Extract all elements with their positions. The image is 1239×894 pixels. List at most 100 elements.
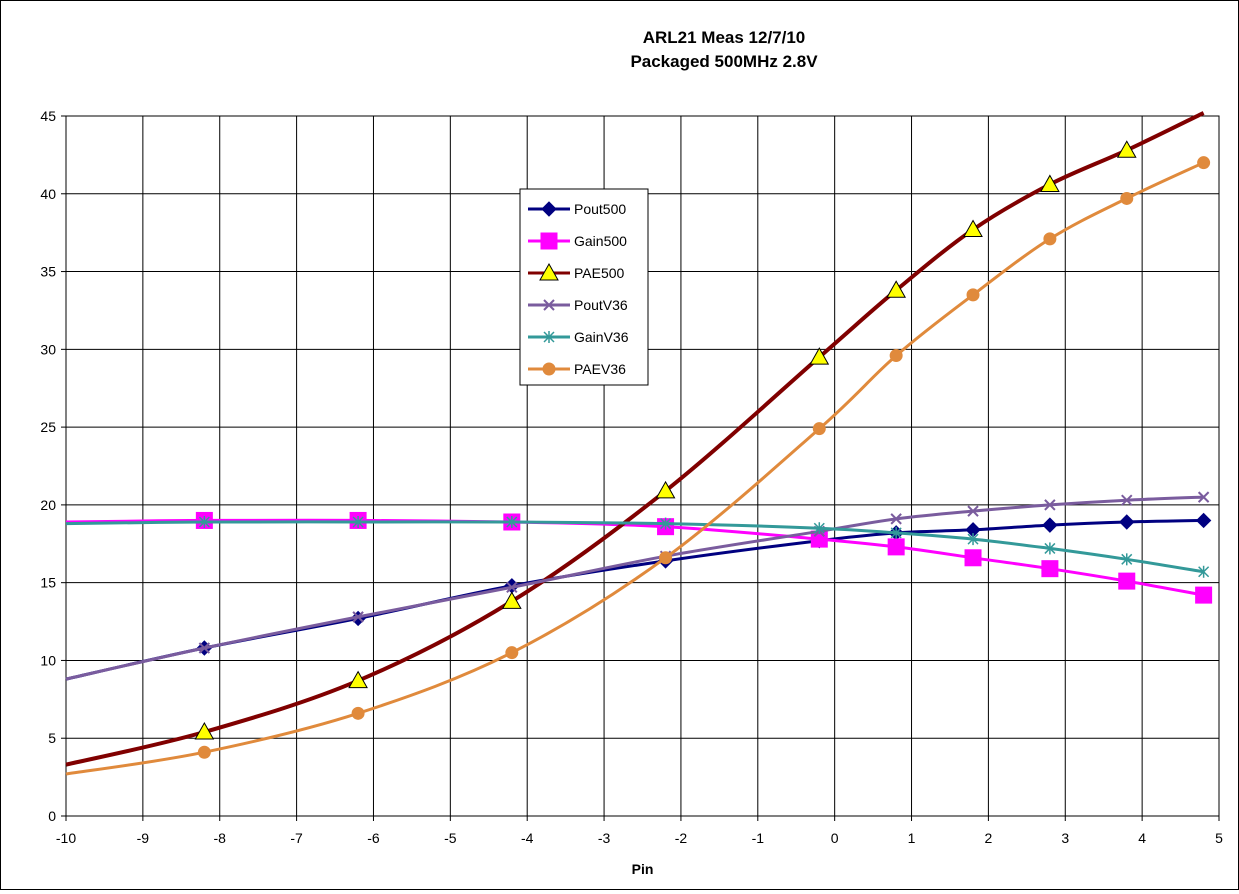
data-point — [660, 517, 672, 530]
data-point — [890, 513, 902, 525]
y-axis-ticks: 0 5 10 15 20 25 30 35 40 45 — [40, 108, 66, 824]
marker-stroke — [1044, 499, 1056, 511]
data-point — [501, 591, 522, 609]
marker-stroke — [1197, 491, 1210, 503]
x-tick-label: -8 — [214, 830, 227, 846]
marker-stroke — [890, 513, 902, 525]
data-point — [963, 219, 983, 238]
legend-label: Gain500 — [574, 233, 627, 249]
x-axis-ticks: -10 -9 -8 -7 -6 -5 -4 -3 -2 -1 0 1 2 3 4 5 — [56, 816, 1223, 846]
x-tick-label: 3 — [1061, 830, 1069, 846]
x-tick-label: 1 — [908, 830, 916, 846]
chart-title: ARL21 Meas 12/7/10 Packaged 500MHz 2.8V — [630, 28, 818, 71]
data-point — [655, 480, 676, 499]
legend-label: PAEV36 — [574, 361, 626, 377]
data-point — [813, 522, 825, 535]
legend-label: PoutV36 — [574, 297, 628, 313]
data-point — [352, 516, 364, 528]
data-point — [505, 646, 519, 660]
legend-swatch-marker — [542, 362, 556, 376]
marker-stroke — [543, 299, 555, 311]
data-point — [194, 721, 215, 740]
legend-swatch-marker — [540, 232, 558, 250]
data-point — [198, 516, 210, 528]
x-tick-label: -5 — [444, 830, 457, 846]
data-point — [1119, 514, 1135, 530]
marker-stroke — [1121, 494, 1133, 506]
data-point — [1121, 553, 1133, 566]
y-tick-label: 0 — [48, 808, 56, 824]
data-point — [1044, 542, 1056, 555]
data-point — [967, 505, 979, 517]
data-point — [1116, 140, 1137, 158]
data-point — [506, 581, 518, 594]
legend-label: GainV36 — [574, 329, 629, 345]
x-tick-label: -9 — [137, 830, 150, 846]
data-point — [890, 526, 902, 539]
x-tick-label: 2 — [985, 830, 993, 846]
data-point — [1040, 174, 1060, 192]
legend-label: Pout500 — [574, 201, 626, 217]
x-axis-title: Pin — [632, 861, 654, 877]
data-point — [351, 706, 365, 720]
data-point — [967, 533, 979, 546]
y-tick-label: 20 — [40, 497, 56, 513]
legend: Pout500 Gain500 PAE500 PoutV36 GainV36 PAEV36 — [519, 188, 649, 386]
x-tick-label: 4 — [1138, 830, 1146, 846]
data-point — [1198, 565, 1210, 578]
x-tick-label: -6 — [367, 830, 380, 846]
data-point — [1195, 586, 1213, 604]
data-series — [65, 111, 1213, 776]
legend-swatch-marker — [539, 262, 559, 281]
plot-area — [65, 115, 1220, 817]
x-tick-label: -1 — [752, 830, 765, 846]
data-point — [1120, 191, 1134, 205]
x-tick-label: -10 — [56, 830, 76, 846]
y-tick-label: 40 — [40, 186, 56, 202]
x-tick-label: -7 — [290, 830, 303, 846]
series-pae500 — [65, 111, 1205, 767]
data-point — [1118, 572, 1136, 590]
y-tick-label: 15 — [40, 575, 56, 591]
data-point — [887, 538, 905, 556]
data-point — [1042, 517, 1058, 533]
y-tick-label: 30 — [40, 341, 56, 357]
legend-box — [519, 188, 649, 386]
x-tick-label: -4 — [521, 830, 534, 846]
y-tick-label: 35 — [40, 264, 56, 280]
data-point — [812, 422, 826, 436]
series-paev36 — [65, 156, 1211, 776]
data-point — [1197, 156, 1211, 170]
data-point — [348, 670, 368, 689]
x-tick-label: 5 — [1215, 830, 1223, 846]
series-line — [65, 518, 1204, 597]
marker-stroke — [506, 581, 518, 594]
y-tick-label: 45 — [40, 108, 56, 124]
data-point — [659, 551, 673, 565]
data-point — [1121, 494, 1133, 506]
data-point — [886, 280, 907, 298]
y-tick-label: 25 — [40, 419, 56, 435]
data-point — [889, 349, 903, 363]
data-point — [1044, 499, 1056, 511]
y-tick-label: 5 — [48, 730, 56, 746]
marker-stroke — [967, 505, 979, 517]
series-line — [65, 518, 1204, 681]
data-point — [197, 745, 211, 759]
marker-stroke — [352, 611, 364, 623]
data-point — [964, 549, 982, 567]
x-tick-label: 0 — [831, 830, 839, 846]
data-point — [352, 611, 364, 623]
data-point — [1041, 560, 1059, 578]
series-pout500 — [65, 512, 1212, 681]
legend-swatch-marker — [541, 201, 557, 217]
legend-swatch-marker — [543, 299, 555, 311]
marker-stroke — [198, 642, 211, 654]
data-point — [1195, 512, 1212, 529]
x-tick-label: -3 — [598, 830, 611, 846]
data-point — [966, 288, 980, 302]
data-point — [1043, 232, 1057, 246]
chart-subtitle-text: Packaged 500MHz 2.8V — [630, 52, 818, 71]
y-tick-label: 10 — [40, 652, 56, 668]
